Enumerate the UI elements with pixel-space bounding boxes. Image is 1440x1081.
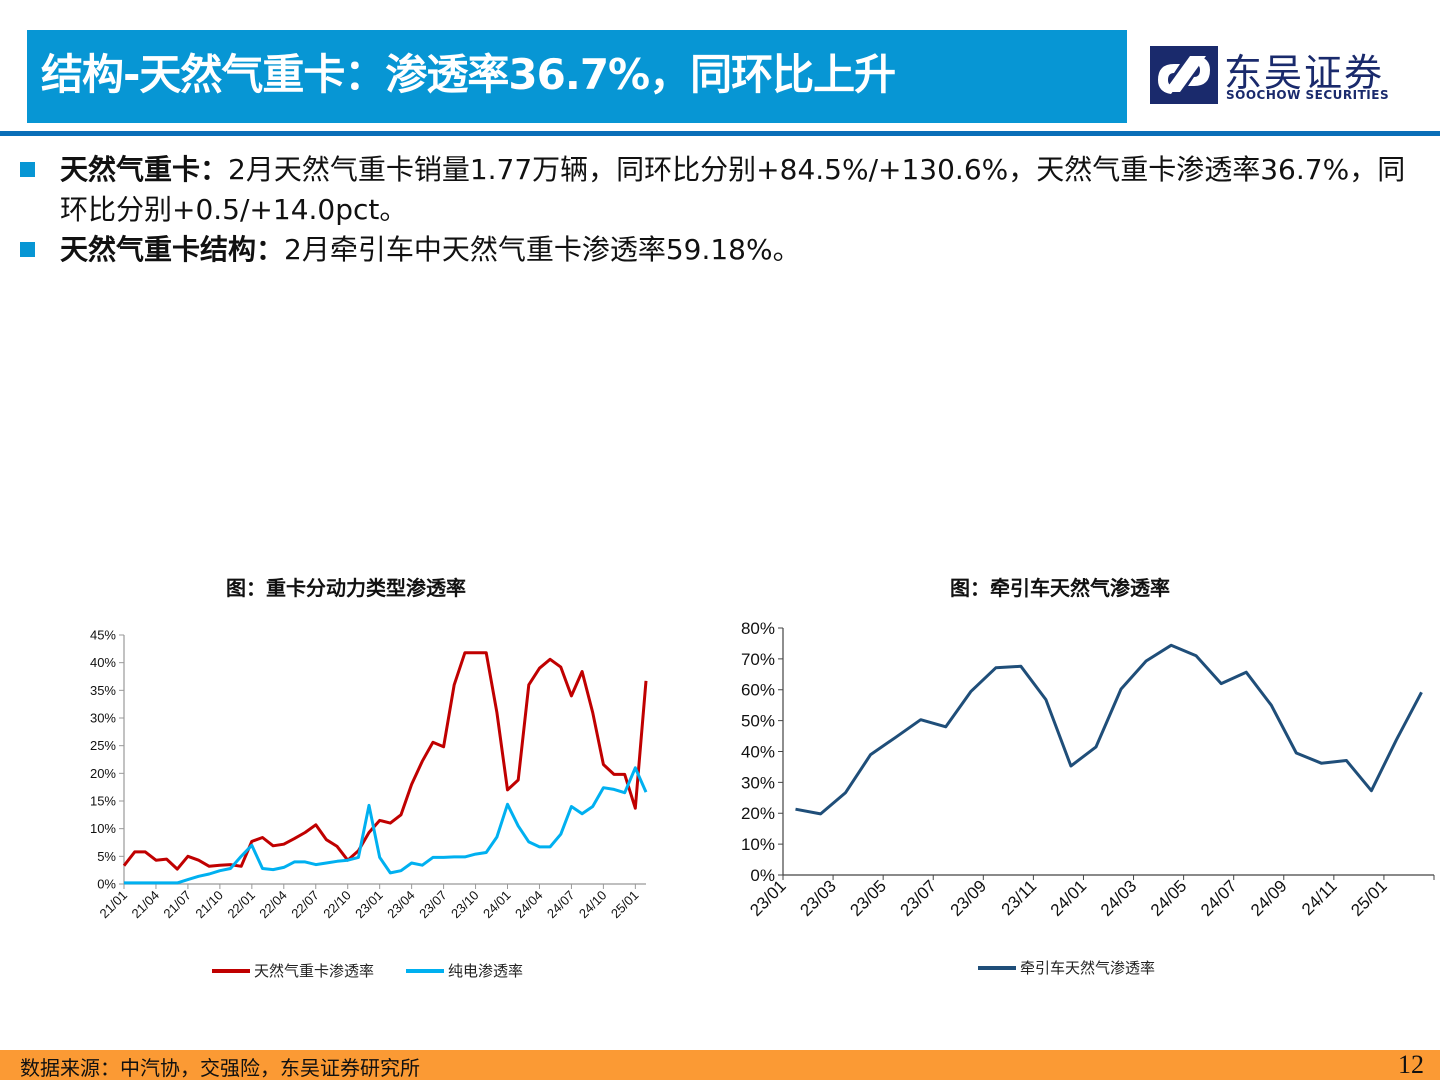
legend-item: 牵引车天然气渗透率	[978, 957, 1155, 978]
x-tick-label: 21/01	[97, 888, 131, 922]
y-tick-label: 60%	[741, 681, 775, 700]
bullet-label: 天然气重卡结构：	[60, 233, 284, 266]
bullet-square-icon	[20, 162, 35, 177]
x-tick-label: 22/04	[256, 888, 290, 922]
y-tick-label: 5%	[97, 849, 116, 864]
series-line	[124, 768, 646, 883]
bullet-item: 天然气重卡：2月天然气重卡销量1.77万辆，同环比分别+84.5%/+130.6…	[20, 150, 1420, 230]
x-tick-label: 23/07	[897, 876, 941, 920]
y-tick-label: 35%	[90, 683, 116, 698]
y-tick-label: 40%	[741, 742, 775, 761]
title-bar: 结构-天然气重卡：渗透率36.7%，同环比上升	[27, 30, 1127, 123]
x-tick-label: 24/03	[1097, 876, 1141, 920]
legend-label: 纯电渗透率	[448, 960, 523, 981]
x-tick-label: 23/09	[947, 876, 991, 920]
legend-swatch	[212, 969, 250, 973]
x-tick-label: 22/07	[288, 888, 322, 922]
y-tick-label: 45%	[90, 628, 116, 643]
y-tick-label: 20%	[90, 766, 116, 781]
bullet-label: 天然气重卡：	[60, 153, 228, 186]
legend-left: 天然气重卡渗透率 纯电渗透率	[212, 960, 555, 981]
bullet-text: 2月天然气重卡销量1.77万辆，同环比分别+84.5%/+130.6%，天然气重…	[60, 153, 1405, 226]
x-tick-label: 21/07	[160, 888, 194, 922]
y-tick-label: 10%	[741, 835, 775, 854]
chart-title-right: 图：牵引车天然气渗透率	[950, 572, 1170, 601]
legend-label: 牵引车天然气渗透率	[1020, 957, 1155, 978]
x-tick-label: 25/01	[608, 888, 642, 922]
page-title: 结构-天然气重卡：渗透率36.7%，同环比上升	[41, 44, 895, 106]
y-tick-label: 15%	[90, 794, 116, 809]
y-tick-label: 50%	[741, 712, 775, 731]
y-tick-label: 20%	[741, 804, 775, 823]
x-tick-label: 23/10	[448, 888, 482, 922]
y-tick-label: 40%	[90, 655, 116, 670]
header-divider	[0, 131, 1440, 136]
chart-title-left: 图：重卡分动力类型渗透率	[226, 572, 466, 601]
y-tick-label: 25%	[90, 738, 116, 753]
x-tick-label: 23/11	[998, 876, 1041, 919]
y-tick-label: 10%	[90, 821, 116, 836]
bullet-list: 天然气重卡：2月天然气重卡销量1.77万辆，同环比分别+84.5%/+130.6…	[20, 150, 1420, 270]
x-tick-label: 22/10	[320, 888, 354, 922]
x-tick-label: 25/01	[1347, 876, 1391, 920]
x-tick-label: 24/01	[480, 888, 514, 922]
chart-powertrain-penetration: 0%5%10%15%20%25%30%35%40%45%21/0121/0421…	[60, 620, 680, 950]
legend-swatch	[978, 966, 1016, 970]
y-tick-label: 30%	[741, 773, 775, 792]
bullet-square-icon	[20, 242, 35, 257]
series-line	[796, 645, 1422, 814]
x-tick-label: 24/09	[1247, 876, 1291, 920]
x-tick-label: 23/04	[384, 888, 418, 922]
x-tick-label: 24/01	[1047, 876, 1091, 920]
x-tick-label: 23/01	[352, 888, 386, 922]
x-tick-label: 23/05	[846, 876, 890, 920]
x-tick-label: 21/04	[128, 888, 162, 922]
x-tick-label: 24/04	[512, 888, 546, 922]
y-tick-label: 30%	[90, 711, 116, 726]
bullet-item: 天然气重卡结构：2月牵引车中天然气重卡渗透率59.18%。	[20, 230, 1420, 270]
x-tick-label: 24/05	[1147, 876, 1191, 920]
footer-bar: 数据来源：中汽协，交强险，东吴证券研究所 12	[0, 1050, 1440, 1080]
x-tick-label: 24/07	[1197, 876, 1241, 920]
company-logo: 东吴证券 SOOCHOW SECURITIES	[1150, 40, 1420, 110]
legend-swatch	[406, 969, 444, 973]
soochow-logo-icon	[1150, 46, 1218, 104]
legend-item: 天然气重卡渗透率	[212, 960, 374, 981]
x-tick-label: 23/03	[796, 876, 840, 920]
x-tick-label: 24/11	[1298, 876, 1341, 919]
x-tick-label: 23/07	[416, 888, 450, 922]
x-tick-label: 24/10	[576, 888, 610, 922]
page-number: 12	[1398, 1050, 1424, 1080]
x-tick-label: 24/07	[544, 888, 578, 922]
legend-right: 牵引车天然气渗透率	[978, 957, 1187, 978]
series-line	[124, 653, 646, 869]
data-source: 数据来源：中汽协，交强险，东吴证券研究所	[20, 1052, 420, 1081]
legend-item: 纯电渗透率	[406, 960, 523, 981]
y-tick-label: 70%	[741, 650, 775, 669]
x-tick-label: 21/10	[192, 888, 226, 922]
legend-label: 天然气重卡渗透率	[254, 960, 374, 981]
bullet-text: 2月牵引车中天然气重卡渗透率59.18%。	[284, 233, 801, 266]
y-tick-label: 80%	[741, 619, 775, 638]
logo-english-name: SOOCHOW SECURITIES	[1226, 88, 1389, 102]
x-tick-label: 22/01	[224, 888, 258, 922]
y-tick-label: 0%	[97, 877, 116, 892]
